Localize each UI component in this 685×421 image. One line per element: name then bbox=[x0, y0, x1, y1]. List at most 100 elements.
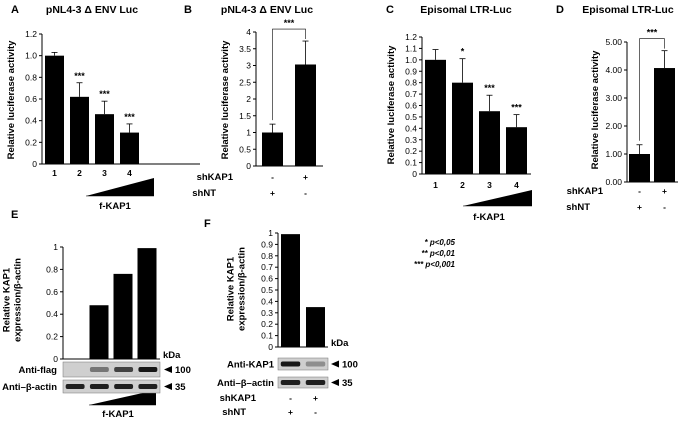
bar bbox=[45, 55, 64, 164]
blot-band bbox=[138, 367, 158, 372]
blot-band bbox=[280, 380, 301, 385]
condition-sign: + bbox=[313, 393, 318, 403]
significance-bracket bbox=[272, 28, 306, 121]
y-tick-label: 0.9 bbox=[405, 66, 417, 76]
bar bbox=[95, 114, 114, 164]
bar bbox=[89, 305, 109, 359]
y-tick-label: 0.4 bbox=[405, 123, 417, 133]
bar bbox=[479, 111, 500, 174]
condition-sign: + bbox=[662, 186, 667, 196]
y-tick-label: 0.9 bbox=[261, 239, 273, 249]
condition-row-label: shKAP1 bbox=[197, 172, 234, 183]
condition-row-label: shNT bbox=[566, 202, 590, 213]
y-axis-label-line: Relative KAP1 bbox=[226, 256, 237, 321]
bar bbox=[113, 273, 133, 359]
y-tick-label: 0.4 bbox=[25, 116, 37, 126]
y-tick-label: 1 bbox=[246, 128, 251, 138]
y-tick-label: 0.5 bbox=[261, 285, 273, 295]
bracket-label: *** bbox=[284, 18, 295, 28]
dose-ramp-triangle bbox=[463, 190, 532, 206]
y-tick-label: 2.5 bbox=[239, 77, 251, 87]
dose-ramp-triangle bbox=[89, 390, 156, 405]
panel-letter: A bbox=[11, 4, 19, 16]
condition-row-label: shNT bbox=[192, 188, 216, 199]
panel-letter: C bbox=[386, 4, 394, 16]
condition-sign: - bbox=[304, 188, 307, 198]
y-tick-label: 0 bbox=[32, 159, 37, 169]
y-tick-label: 0.8 bbox=[405, 78, 417, 88]
kda-value: 35 bbox=[175, 382, 186, 393]
kda-value: 100 bbox=[175, 365, 191, 376]
condition-row-label: shKAP1 bbox=[567, 186, 604, 197]
significance-legend-item: ** p<0,01 bbox=[421, 249, 455, 258]
bar bbox=[629, 154, 650, 182]
y-tick-label: 0 bbox=[412, 169, 417, 179]
blot-band bbox=[114, 367, 134, 372]
y-tick-label: 0 bbox=[246, 161, 251, 171]
blot-band bbox=[114, 384, 134, 389]
western-blot bbox=[62, 361, 161, 378]
blot-band bbox=[305, 380, 326, 385]
significance-mark: *** bbox=[74, 71, 85, 81]
panel-title: Episomal LTR-Luc bbox=[582, 4, 674, 16]
x-tick-label: 3 bbox=[102, 168, 107, 178]
bar bbox=[654, 68, 675, 182]
panel-title: pNL4-3 Δ ENV Luc bbox=[46, 4, 138, 16]
panel-letter: D bbox=[556, 4, 564, 16]
y-tick-label: 1 bbox=[268, 228, 273, 238]
y-tick-label: 0.6 bbox=[46, 287, 58, 297]
panel-title: Episomal LTR-Luc bbox=[420, 4, 512, 16]
x-tick-label: 4 bbox=[127, 168, 132, 178]
condition-sign: - bbox=[638, 186, 641, 196]
y-tick-label: 1.2 bbox=[25, 29, 37, 39]
y-tick-label: 1.0 bbox=[405, 55, 417, 65]
y-tick-label: 0.1 bbox=[405, 158, 417, 168]
condition-row-label: shNT bbox=[222, 407, 246, 418]
blot-band bbox=[89, 384, 109, 389]
bar bbox=[281, 234, 300, 347]
y-tick-label: 2 bbox=[246, 94, 251, 104]
panel-letter: B bbox=[184, 4, 192, 16]
bar bbox=[70, 96, 89, 164]
y-tick-label: 0.8 bbox=[25, 72, 37, 82]
kda-label: kDa bbox=[163, 350, 181, 361]
blot-band bbox=[89, 367, 109, 372]
blot-antibody-label: Anti–β-actin bbox=[2, 382, 57, 393]
western-blot bbox=[62, 379, 161, 394]
y-tick-label: 0 bbox=[53, 354, 58, 364]
y-tick-label: 0.5 bbox=[405, 112, 417, 122]
y-tick-label: 0.3 bbox=[405, 135, 417, 145]
bar bbox=[452, 82, 473, 174]
y-tick-label: 0.4 bbox=[261, 296, 273, 306]
significance-mark: *** bbox=[511, 103, 522, 113]
y-tick-label: 0.2 bbox=[261, 319, 273, 329]
blot-band bbox=[305, 361, 326, 367]
significance-bracket bbox=[639, 38, 665, 141]
y-tick-label: 0.6 bbox=[261, 274, 273, 284]
panel-title: pNL4-3 Δ ENV Luc bbox=[221, 4, 313, 16]
y-tick-label: 5.00 bbox=[605, 37, 622, 47]
kda-value: 100 bbox=[342, 360, 358, 371]
y-tick-label: 0.7 bbox=[405, 89, 417, 99]
y-tick-label: 2.00 bbox=[605, 121, 622, 131]
x-tick-label: 2 bbox=[460, 180, 465, 190]
panel-letter: E bbox=[11, 209, 18, 221]
blot-antibody-label: Anti–β–actin bbox=[217, 378, 274, 389]
y-tick-label: 3 bbox=[246, 61, 251, 71]
condition-sign: - bbox=[289, 393, 292, 403]
bar bbox=[506, 127, 527, 174]
significance-mark: *** bbox=[484, 83, 495, 93]
condition-row-label: shKAP1 bbox=[220, 393, 257, 404]
y-tick-label: 1.5 bbox=[239, 111, 251, 121]
y-axis-label: Relative luciferase activity bbox=[220, 40, 231, 160]
y-tick-label: 0.3 bbox=[261, 308, 273, 318]
y-tick-label: 0.2 bbox=[405, 146, 417, 156]
y-tick-label: 0.7 bbox=[261, 262, 273, 272]
panel-letter: F bbox=[204, 218, 211, 230]
x-tick-label: 1 bbox=[52, 168, 57, 178]
blot-band bbox=[138, 384, 158, 389]
y-axis-label: Relative luciferase activity bbox=[6, 40, 17, 160]
x-axis-label: f-KAP1 bbox=[99, 201, 131, 212]
western-blot bbox=[277, 357, 329, 371]
